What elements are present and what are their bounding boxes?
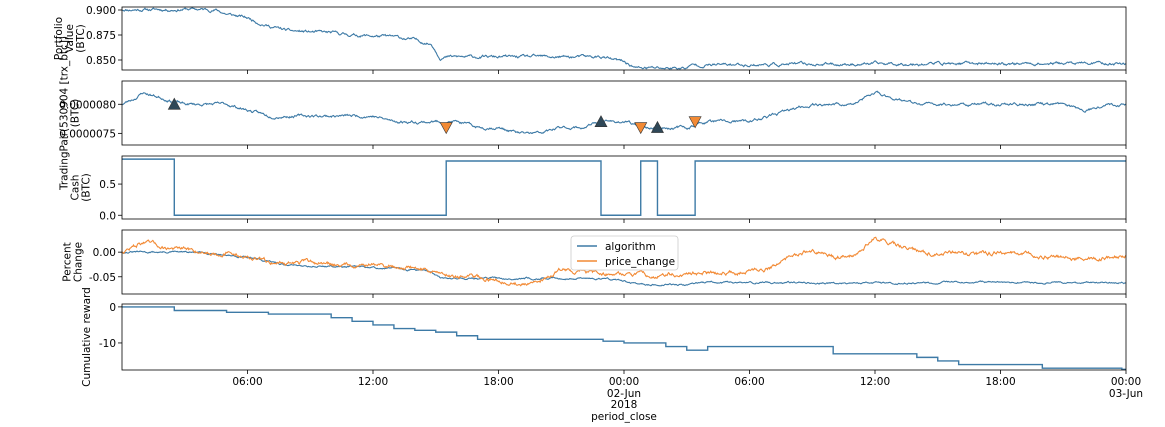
panel-portfolio: 0.900 0.875 0.850 Portfolio Value (BTC) xyxy=(53,5,1127,74)
cash-series-algorithm-line xyxy=(122,158,1126,216)
portfolio-y-tick-label: 0.900 xyxy=(86,5,116,17)
x-tick-sublabel: 02-Jun xyxy=(607,388,641,400)
portfolio-plot-area xyxy=(122,7,1126,70)
cash-y-axis-label: (BTC) xyxy=(81,173,93,202)
percent-y-axis-label: Change xyxy=(73,242,85,282)
cash-y-axis-label: Cash xyxy=(70,175,82,201)
trade-marker-buy xyxy=(650,120,664,133)
x-tick-label: 18:00 xyxy=(985,376,1015,388)
percent-series-algorithm-line xyxy=(122,250,1126,287)
cash-y-tick-label: 0.5 xyxy=(99,179,116,191)
price-y-tick-label: 0.0000075 xyxy=(59,128,116,140)
portfolio-y-tick-label: 0.875 xyxy=(86,30,116,42)
cash-frame xyxy=(121,155,1127,220)
portfolio-y-axis-label: Value xyxy=(64,24,76,53)
reward-plot-area xyxy=(122,306,1126,370)
x-tick-label: 06:00 xyxy=(232,376,262,388)
price-y-axis-label: TradingPair(530904 [trx_btc]) xyxy=(59,36,71,191)
reward-y-tick-label: 0 xyxy=(109,302,116,314)
x-axis: 06:00 12:00 18:00 00:00 06:00 12:00 18:00 00:00… xyxy=(232,376,1143,411)
percent-y-axis-label: Percent xyxy=(62,242,74,282)
portfolio-y-axis-label: (BTC) xyxy=(75,24,87,53)
percent-legend: algorithm price_change xyxy=(570,235,679,271)
legend-entry-price: price_change xyxy=(605,256,675,268)
x-tick-sublabel: 2018 xyxy=(611,399,638,411)
panel-reward: 0 -10 Cumulative reward xyxy=(81,287,1127,387)
percent-plot-area xyxy=(122,236,1126,287)
panel-cash: 0.5 0.0 Cash (BTC) xyxy=(70,155,1127,223)
price-series-algorithm-line xyxy=(122,90,1126,135)
percent-y-tick-label: -0.05 xyxy=(89,272,116,284)
cash-y-tick-label: 0.0 xyxy=(99,210,116,222)
x-axis-label: period_close xyxy=(591,411,657,423)
x-tick-sublabel: 03-Jun xyxy=(1109,388,1143,400)
x-tick-label: 00:00 xyxy=(609,376,639,388)
percent-y-tick-label: 0.00 xyxy=(93,247,116,259)
price-y-axis-label: (BTC) xyxy=(70,99,82,128)
x-tick-label: 00:00 xyxy=(1111,376,1141,388)
reward-y-axis-label: Cumulative reward xyxy=(81,287,93,387)
legend-entry-algorithm: algorithm xyxy=(605,241,656,253)
portfolio-frame xyxy=(121,6,1127,71)
cash-plot-area xyxy=(122,158,1126,216)
x-tick-label: 12:00 xyxy=(358,376,388,388)
trade-marker-buy xyxy=(594,115,608,128)
percent-series-price-line xyxy=(122,236,1126,287)
x-tick-label: 12:00 xyxy=(860,376,890,388)
price-frame xyxy=(121,80,1127,146)
portfolio-y-tick-label: 0.850 xyxy=(86,55,116,67)
portfolio-y-axis-label: Portfolio xyxy=(53,17,65,60)
portfolio-series-algorithm-line xyxy=(122,7,1126,70)
trade-marker-sell xyxy=(439,122,453,135)
trade-marker-sell xyxy=(634,122,648,135)
x-tick-label: 18:00 xyxy=(483,376,513,388)
panel-percent: 0.00 -0.05 Percent Change algorithm price_cha… xyxy=(62,229,1127,298)
price-plot-area xyxy=(122,90,1126,135)
x-tick-label: 06:00 xyxy=(734,376,764,388)
reward-y-tick-label: -10 xyxy=(99,338,116,350)
trade-marker-buy xyxy=(167,97,181,110)
legend-box xyxy=(570,235,679,271)
price-y-tick-label: 0.0000080 xyxy=(59,99,116,111)
trade-marker-sell xyxy=(688,116,702,129)
reward-series-algorithm-line xyxy=(122,306,1126,370)
